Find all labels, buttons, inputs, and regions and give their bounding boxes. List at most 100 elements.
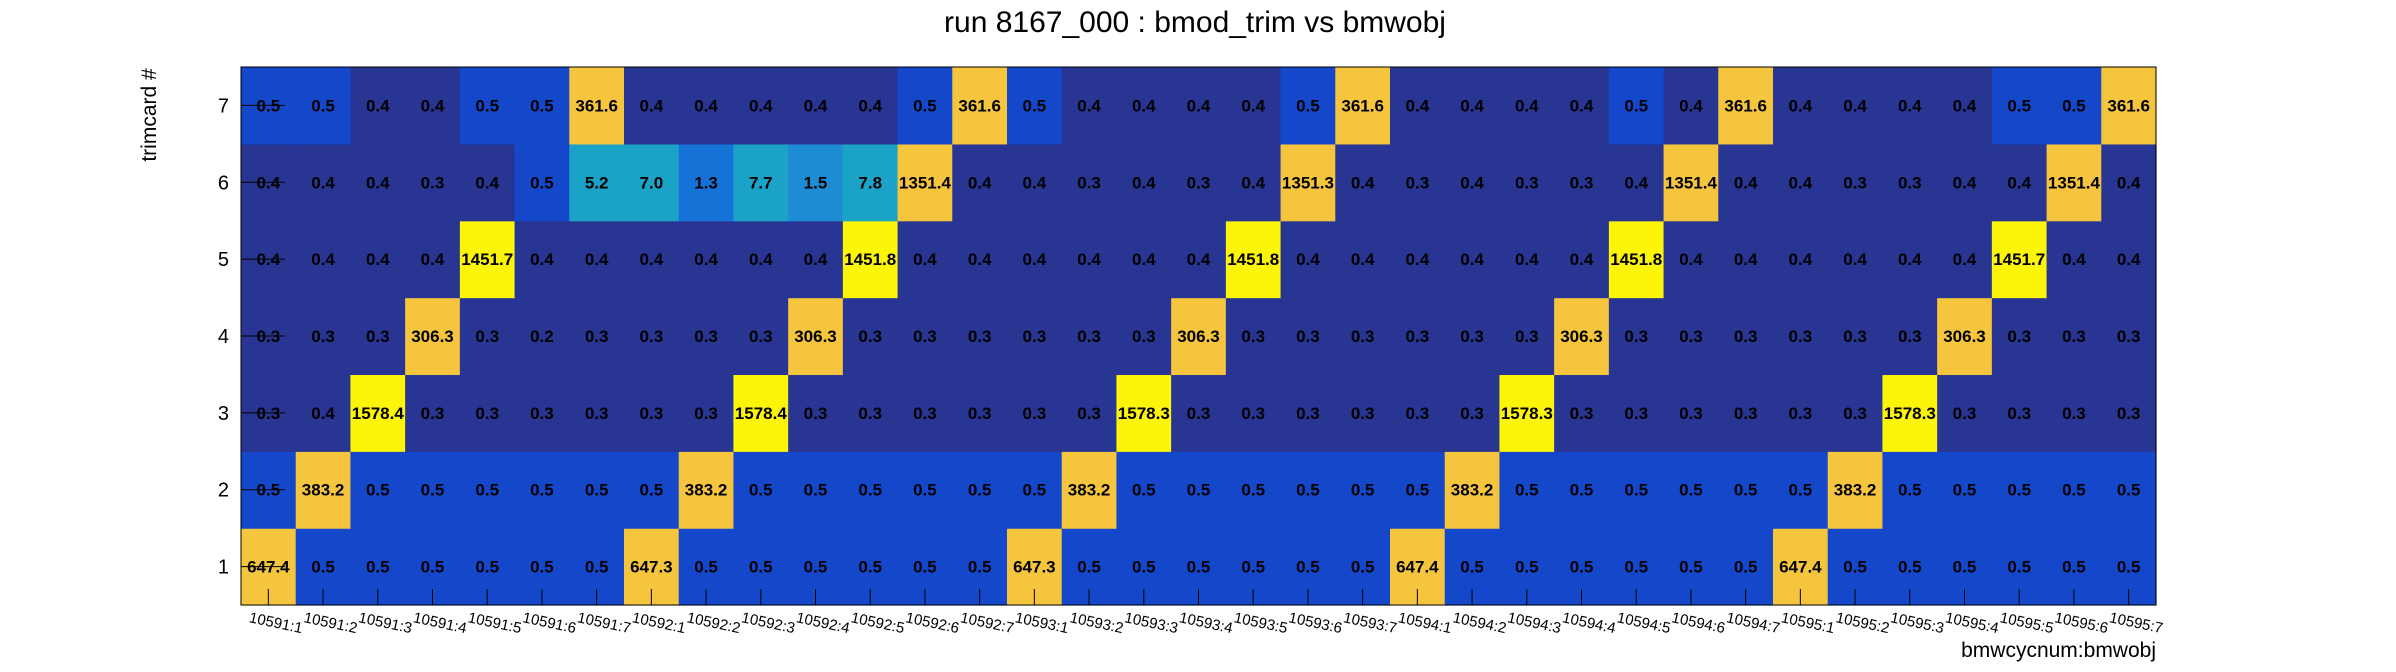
heatmap-cell (1718, 67, 1774, 145)
cell-value-label: 0.4 (1789, 96, 1813, 115)
cell-value-label: 0.4 (475, 173, 499, 192)
cell-value-label: 1578.3 (1501, 404, 1553, 423)
cell-value-label: 0.4 (1132, 173, 1156, 192)
heatmap-cell (842, 67, 899, 145)
heatmap-cell (1335, 67, 1391, 145)
heatmap-cell (2046, 67, 2102, 145)
cell-value-label: 0.4 (1624, 173, 1648, 192)
cell-value-label: 0.3 (1023, 327, 1047, 346)
cell-value-label: 0.4 (1023, 173, 1047, 192)
x-tick-label: 10591:7 (576, 609, 633, 637)
cell-value-label: 0.5 (530, 558, 554, 577)
cell-value-label: 0.3 (366, 327, 390, 346)
cell-value-label: 0.3 (1843, 173, 1867, 192)
cell-value-label: 0.4 (968, 250, 992, 269)
cell-value-label: 0.5 (1241, 481, 1265, 500)
heatmap-cell (1225, 374, 1282, 452)
cell-value-label: 0.3 (1570, 404, 1594, 423)
cell-value-label: 0.4 (913, 250, 937, 269)
cell-value-label: 647.3 (1013, 558, 1056, 577)
heatmap-cell (1937, 143, 1993, 222)
heatmap-cell (842, 374, 899, 452)
cell-value-label: 0.3 (694, 404, 718, 423)
cell-value-label: 0.4 (530, 250, 554, 269)
cell-value-label: 0.3 (2007, 404, 2031, 423)
cell-value-labels: 647.4 0.5 0.5 0.5 0.5 0.5 0.5 647.3 0.5 0.5 0.5 0.5… (247, 96, 2150, 576)
heatmap-cell (1280, 451, 1336, 529)
y-axis-title: trimcard # (138, 68, 161, 162)
cell-value-label: 1351.4 (2048, 173, 2101, 192)
cell-value-label: 1.5 (804, 173, 828, 192)
heatmap-cell (1773, 451, 1829, 529)
heatmap-cell (1991, 374, 2048, 452)
x-tick-label: 10594:3 (1506, 609, 1563, 637)
cell-value-label: 1578.4 (352, 404, 405, 423)
cell-value-label: 0.3 (858, 404, 882, 423)
heatmap-cell (842, 220, 899, 299)
cell-value-label: 0.3 (421, 173, 445, 192)
cell-value-label: 0.5 (694, 558, 718, 577)
heatmap-cell (1171, 67, 1227, 145)
cell-value-label: 0.5 (1570, 481, 1594, 500)
cell-value-label: 0.5 (1406, 481, 1430, 500)
heatmap-cell (1608, 220, 1665, 299)
x-tick-label: 10593:3 (1123, 609, 1180, 637)
heatmap-cell (1937, 297, 1993, 376)
cell-value-label: 0.3 (1077, 404, 1101, 423)
heatmap-cell (1116, 374, 1172, 452)
heatmap-cell (1663, 220, 1719, 299)
heatmap-cell (1116, 143, 1172, 222)
cell-value-label: 0.3 (1843, 404, 1867, 423)
cell-value-label: 0.5 (1023, 481, 1047, 500)
heatmap-cell (1499, 220, 1555, 299)
heatmap-cell (1116, 220, 1172, 299)
cell-value-label: 0.5 (585, 558, 609, 577)
cell-value-label: 0.5 (2062, 481, 2086, 500)
cell-value-label: 0.3 (1734, 404, 1758, 423)
heatmap-cell (788, 143, 844, 222)
heatmap-cell (514, 374, 570, 452)
y-tick-label: 4 (218, 326, 229, 348)
heatmap-cell (405, 220, 461, 299)
heatmap-cell (1061, 220, 1118, 299)
heatmap-cell (1007, 374, 1063, 452)
heatmap-cell (569, 374, 625, 452)
x-axis-title: bmwcycnum:bmwobj (1961, 639, 2156, 662)
cell-value-label: 0.3 (421, 404, 445, 423)
x-tick-label: 10595:1 (1780, 609, 1837, 637)
heatmap-cell (1061, 67, 1118, 145)
cell-value-label: 0.3 (1296, 404, 1320, 423)
cell-value-label: 0.4 (1460, 250, 1484, 269)
cell-value-label: 0.3 (1624, 404, 1648, 423)
heatmap-cell (1335, 451, 1391, 529)
heatmap-cell (1718, 297, 1774, 376)
cell-value-label: 0.3 (1296, 327, 1320, 346)
cell-value-label: 361.6 (2107, 96, 2150, 115)
x-tick-label: 10594:1 (1397, 609, 1454, 637)
heatmap-cell (1061, 297, 1118, 376)
x-tick-label: 10592:7 (959, 609, 1016, 637)
heatmap-cell (897, 67, 953, 145)
cell-value-label: 306.3 (1560, 327, 1603, 346)
cell-value-label: 0.3 (913, 404, 937, 423)
cell-value-label: 0.5 (2062, 96, 2086, 115)
heatmap-cell (897, 143, 953, 222)
cell-value-label: 0.3 (640, 404, 664, 423)
heatmap-cell (624, 220, 680, 299)
cell-value-label: 5.2 (585, 173, 609, 192)
cell-value-label: 0.3 (1789, 404, 1813, 423)
heatmap-cell (1171, 220, 1227, 299)
cell-value-label: 1351.4 (1665, 173, 1718, 192)
x-tick-label: 10595:3 (1889, 609, 1946, 637)
heatmap-cell (897, 451, 953, 529)
cell-value-label: 0.5 (804, 481, 828, 500)
heatmap-cell (2046, 220, 2102, 299)
heatmap-cell (1444, 220, 1501, 299)
cell-value-label: 0.4 (804, 96, 828, 115)
heatmap-cell (1116, 297, 1172, 376)
cell-value-label: 0.5 (913, 481, 937, 500)
heatmap-cell (1991, 451, 2048, 529)
heatmap-cell (2046, 374, 2102, 452)
heatmap-cell (1882, 67, 1938, 145)
